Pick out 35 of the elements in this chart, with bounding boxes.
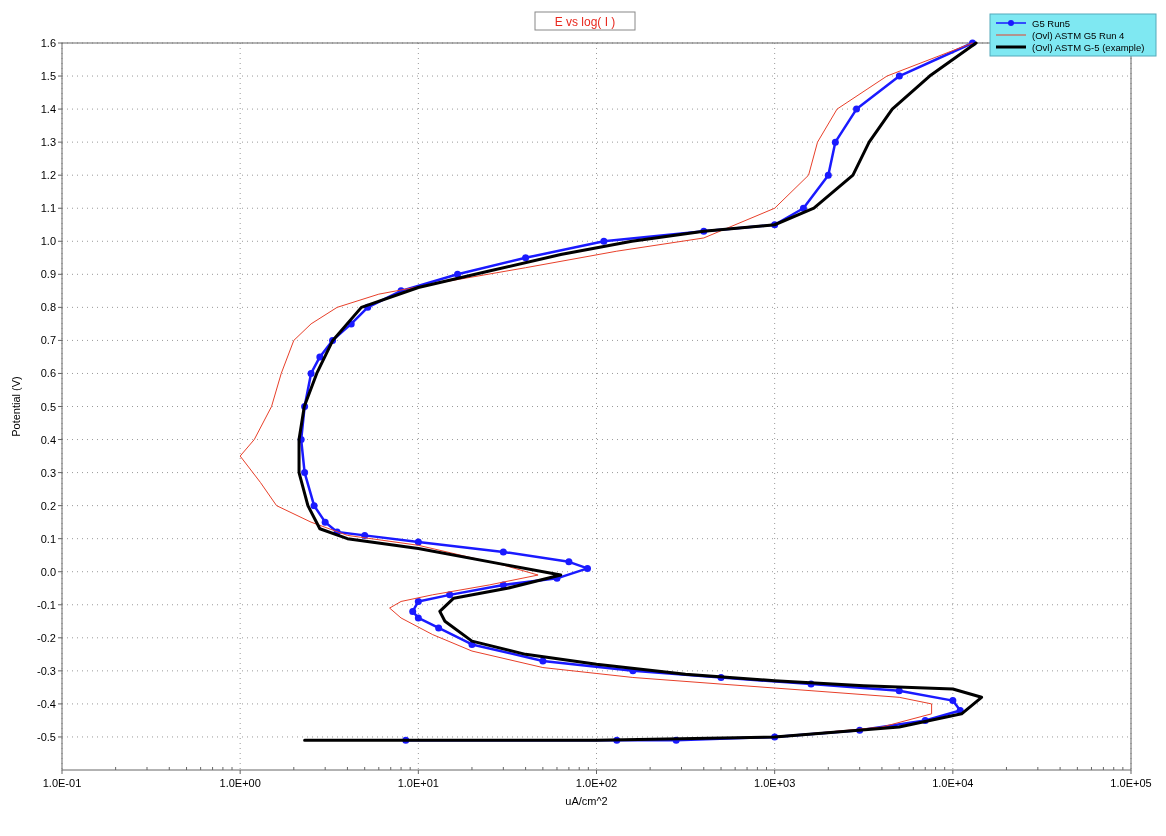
y-tick-label: 0.9: [40, 268, 56, 281]
y-tick-label: 0.2: [40, 499, 56, 512]
legend-label: G5 Run5: [1032, 17, 1071, 29]
y-tick-label: 0.4: [40, 433, 56, 446]
y-tick-label: 1.1: [40, 202, 56, 215]
y-tick-label: -0.3: [37, 664, 56, 677]
x-tick-label: 1.0E+02: [575, 777, 618, 789]
x-tick-label: 1.0E-01: [42, 777, 82, 789]
y-tick-label: 0.3: [40, 466, 56, 479]
legend-label: (Ovl) ASTM G5 Run 4: [1032, 29, 1125, 41]
x-tick-label: 1.0E+05: [1110, 777, 1152, 789]
y-tick-label: 0.6: [40, 367, 56, 380]
y-tick-label: 0.1: [40, 532, 56, 545]
y-tick-label: 1.6: [40, 37, 56, 49]
y-tick-label: 1.5: [40, 70, 56, 83]
y-axis-title: Potential (V): [10, 376, 22, 437]
y-tick-label: -0.2: [37, 631, 56, 644]
y-tick-label: 0.8: [40, 301, 56, 314]
legend-label: (Ovl) ASTM G-5 (example): [1032, 41, 1145, 53]
y-tick-label: 0.7: [40, 334, 56, 347]
y-tick-label: 1.0: [40, 235, 56, 248]
y-tick-label: 1.3: [40, 136, 56, 149]
y-tick-label: -0.5: [37, 730, 56, 743]
y-tick-label: 1.4: [40, 103, 56, 116]
chart-title: E vs log( I ): [554, 15, 616, 29]
x-tick-label: 1.0E+04: [932, 777, 974, 789]
x-axis-title: uA/cm^2: [565, 795, 608, 807]
y-tick-label: -0.1: [37, 598, 56, 611]
y-tick-label: 1.2: [40, 169, 56, 182]
y-tick-label: 0.5: [40, 400, 56, 413]
y-tick-label: 0.0: [40, 565, 56, 578]
x-tick-label: 1.0E+01: [397, 777, 439, 789]
x-tick-label: 1.0E+00: [219, 777, 261, 789]
y-tick-label: -0.4: [37, 697, 56, 710]
x-tick-label: 1.0E+03: [754, 777, 796, 789]
